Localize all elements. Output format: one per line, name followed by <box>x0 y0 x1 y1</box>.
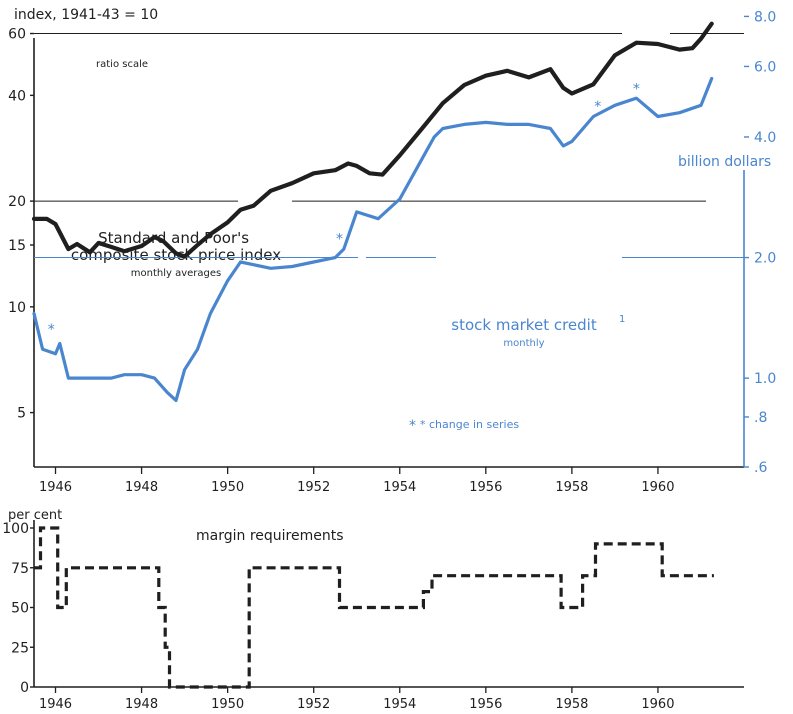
bottom-x-tick-label: 1954 <box>383 697 416 712</box>
bottom-x-tick-label: 1958 <box>555 697 588 712</box>
margin-y-tick-label: 75 <box>11 561 29 577</box>
right-tick-label: .8 <box>754 410 767 426</box>
right-axis-label: billion dollars <box>678 154 771 170</box>
margin-y-tick-label: 100 <box>2 521 29 537</box>
right-tick-label: 8.0 <box>754 9 776 25</box>
bottom-x-tick-label: 1960 <box>641 697 674 712</box>
bottom-x-tick-label: 1956 <box>469 697 502 712</box>
right-tick-label: 2.0 <box>754 251 776 267</box>
series-label-credit: stock market credit <box>451 316 597 334</box>
bottom-x-tick-label: 1952 <box>297 697 330 712</box>
change-in-series-note: * change in series <box>420 418 519 431</box>
left-tick-label: 10 <box>8 300 26 316</box>
top-x-tick-label: 1958 <box>555 480 588 495</box>
margin-ylabel: per cent <box>8 508 62 523</box>
credit-line <box>32 76 714 402</box>
stock-index-line <box>31 21 714 259</box>
right-tick-label: 4.0 <box>754 130 776 146</box>
series-subtitle-credit: monthly <box>503 338 544 349</box>
left-axis-label: index, 1941-43 = 10 <box>14 7 158 23</box>
series-subtitle-stock-index: monthly averages <box>131 268 221 279</box>
top-x-tick-label: 1946 <box>39 480 72 495</box>
series-footnote-credit: 1 <box>619 314 625 325</box>
margin-y-tick-label: 25 <box>11 640 29 656</box>
change-marker: * <box>633 82 640 98</box>
margin-panel: per cent margin requirements 0 25 50 75 100 1… <box>2 508 744 712</box>
margin-step-line <box>34 526 714 689</box>
note-marker: * <box>409 418 416 434</box>
left-tick-label: 20 <box>8 194 26 210</box>
left-tick-label: 40 <box>8 88 26 104</box>
stock-credit-panel: index, 1941-43 = 10 billion dollars rati… <box>8 7 776 495</box>
right-tick-label: 1.0 <box>754 371 776 387</box>
left-tick-label: 60 <box>8 27 26 43</box>
series-label-stock-index: Standard and Poor's composite stock pric… <box>71 229 281 264</box>
bottom-x-tick-label: 1948 <box>125 697 158 712</box>
right-tick-label: .6 <box>754 460 767 476</box>
top-x-tick-label: 1956 <box>469 480 502 495</box>
top-x-tick-label: 1960 <box>641 480 674 495</box>
bottom-x-tick-label: 1946 <box>39 697 72 712</box>
margin-y-tick-label: 50 <box>11 601 29 617</box>
change-marker: * <box>594 99 601 115</box>
series-label-stock-index-line1: Standard and Poor's <box>98 229 249 247</box>
left-tick-label: 5 <box>17 406 26 422</box>
margin-y-tick-label: 0 <box>20 680 29 696</box>
change-marker: * <box>48 322 55 338</box>
bottom-x-tick-label: 1950 <box>211 697 244 712</box>
margin-title: margin requirements <box>196 528 344 544</box>
top-x-tick-label: 1952 <box>297 480 330 495</box>
top-x-tick-label: 1954 <box>383 480 416 495</box>
top-x-tick-label: 1948 <box>125 480 158 495</box>
scale-note: ratio scale <box>96 59 148 70</box>
right-tick-label: 6.0 <box>754 59 776 75</box>
left-tick-label: 15 <box>8 238 26 254</box>
top-x-tick-label: 1950 <box>211 480 244 495</box>
change-marker: * <box>336 231 343 247</box>
